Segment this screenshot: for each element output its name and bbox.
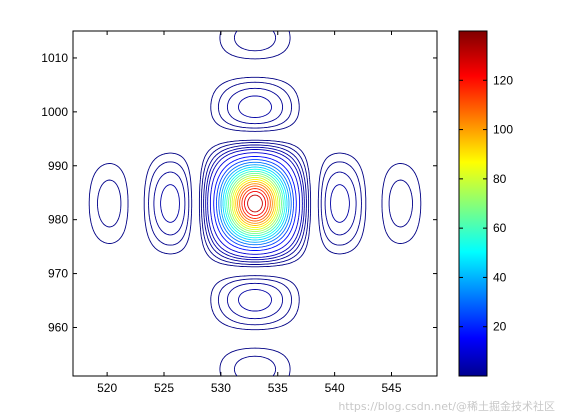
contour-level [213,156,297,251]
contour-level [218,161,292,246]
contour-level [229,174,281,233]
colorbar [458,30,488,377]
y-tick-label: 1010 [41,51,68,65]
contour-level [237,183,273,224]
colorbar-tick-label: 60 [493,221,507,235]
contour-level [215,159,295,248]
x-tick-label: 525 [154,381,174,395]
x-tick-label: 545 [381,381,401,395]
y-tick-label: 960 [48,320,68,334]
watermark: https://blog.csdn.net/@稀土掘金技术社区 [338,399,555,413]
contour-level [235,181,275,226]
contour-level [222,166,288,241]
colorbar-ticks: 20 40 60 80 100 120 [459,73,513,334]
y-tick-label: 1000 [41,105,68,119]
colorbar-tick-label: 100 [493,123,513,137]
x-axis-ticks: 520 525 530 535 540 545 [97,31,402,395]
contour-level [153,87,357,320]
contour-level [228,172,282,235]
contour-level [231,176,279,231]
contour-level [220,164,290,243]
y-tick-label: 980 [48,213,68,227]
colorbar-tick-label: 40 [493,270,507,284]
y-axis-ticks: 960 970 980 990 1000 1010 [41,51,437,334]
contour-level [233,178,277,229]
contour-lines [88,31,422,376]
contour-level [160,95,350,312]
colorbar-tick-label: 20 [493,320,507,334]
x-tick-label: 520 [97,381,117,395]
contour-level [243,190,267,217]
x-tick-label: 535 [268,381,288,395]
colorbar-tick-label: 80 [493,172,507,186]
contour-level [224,168,286,239]
contour-level [247,194,263,213]
contour-level [239,185,271,222]
x-tick-label: 540 [325,381,345,395]
y-tick-label: 990 [48,159,68,173]
colorbar-tick-label: 120 [493,73,513,87]
x-tick-label: 530 [211,381,231,395]
contour-level [226,170,284,237]
contour-level [241,188,269,219]
y-tick-label: 970 [48,267,68,281]
contour-level [97,31,413,376]
contour-level [209,152,301,255]
contour-level [207,149,303,258]
